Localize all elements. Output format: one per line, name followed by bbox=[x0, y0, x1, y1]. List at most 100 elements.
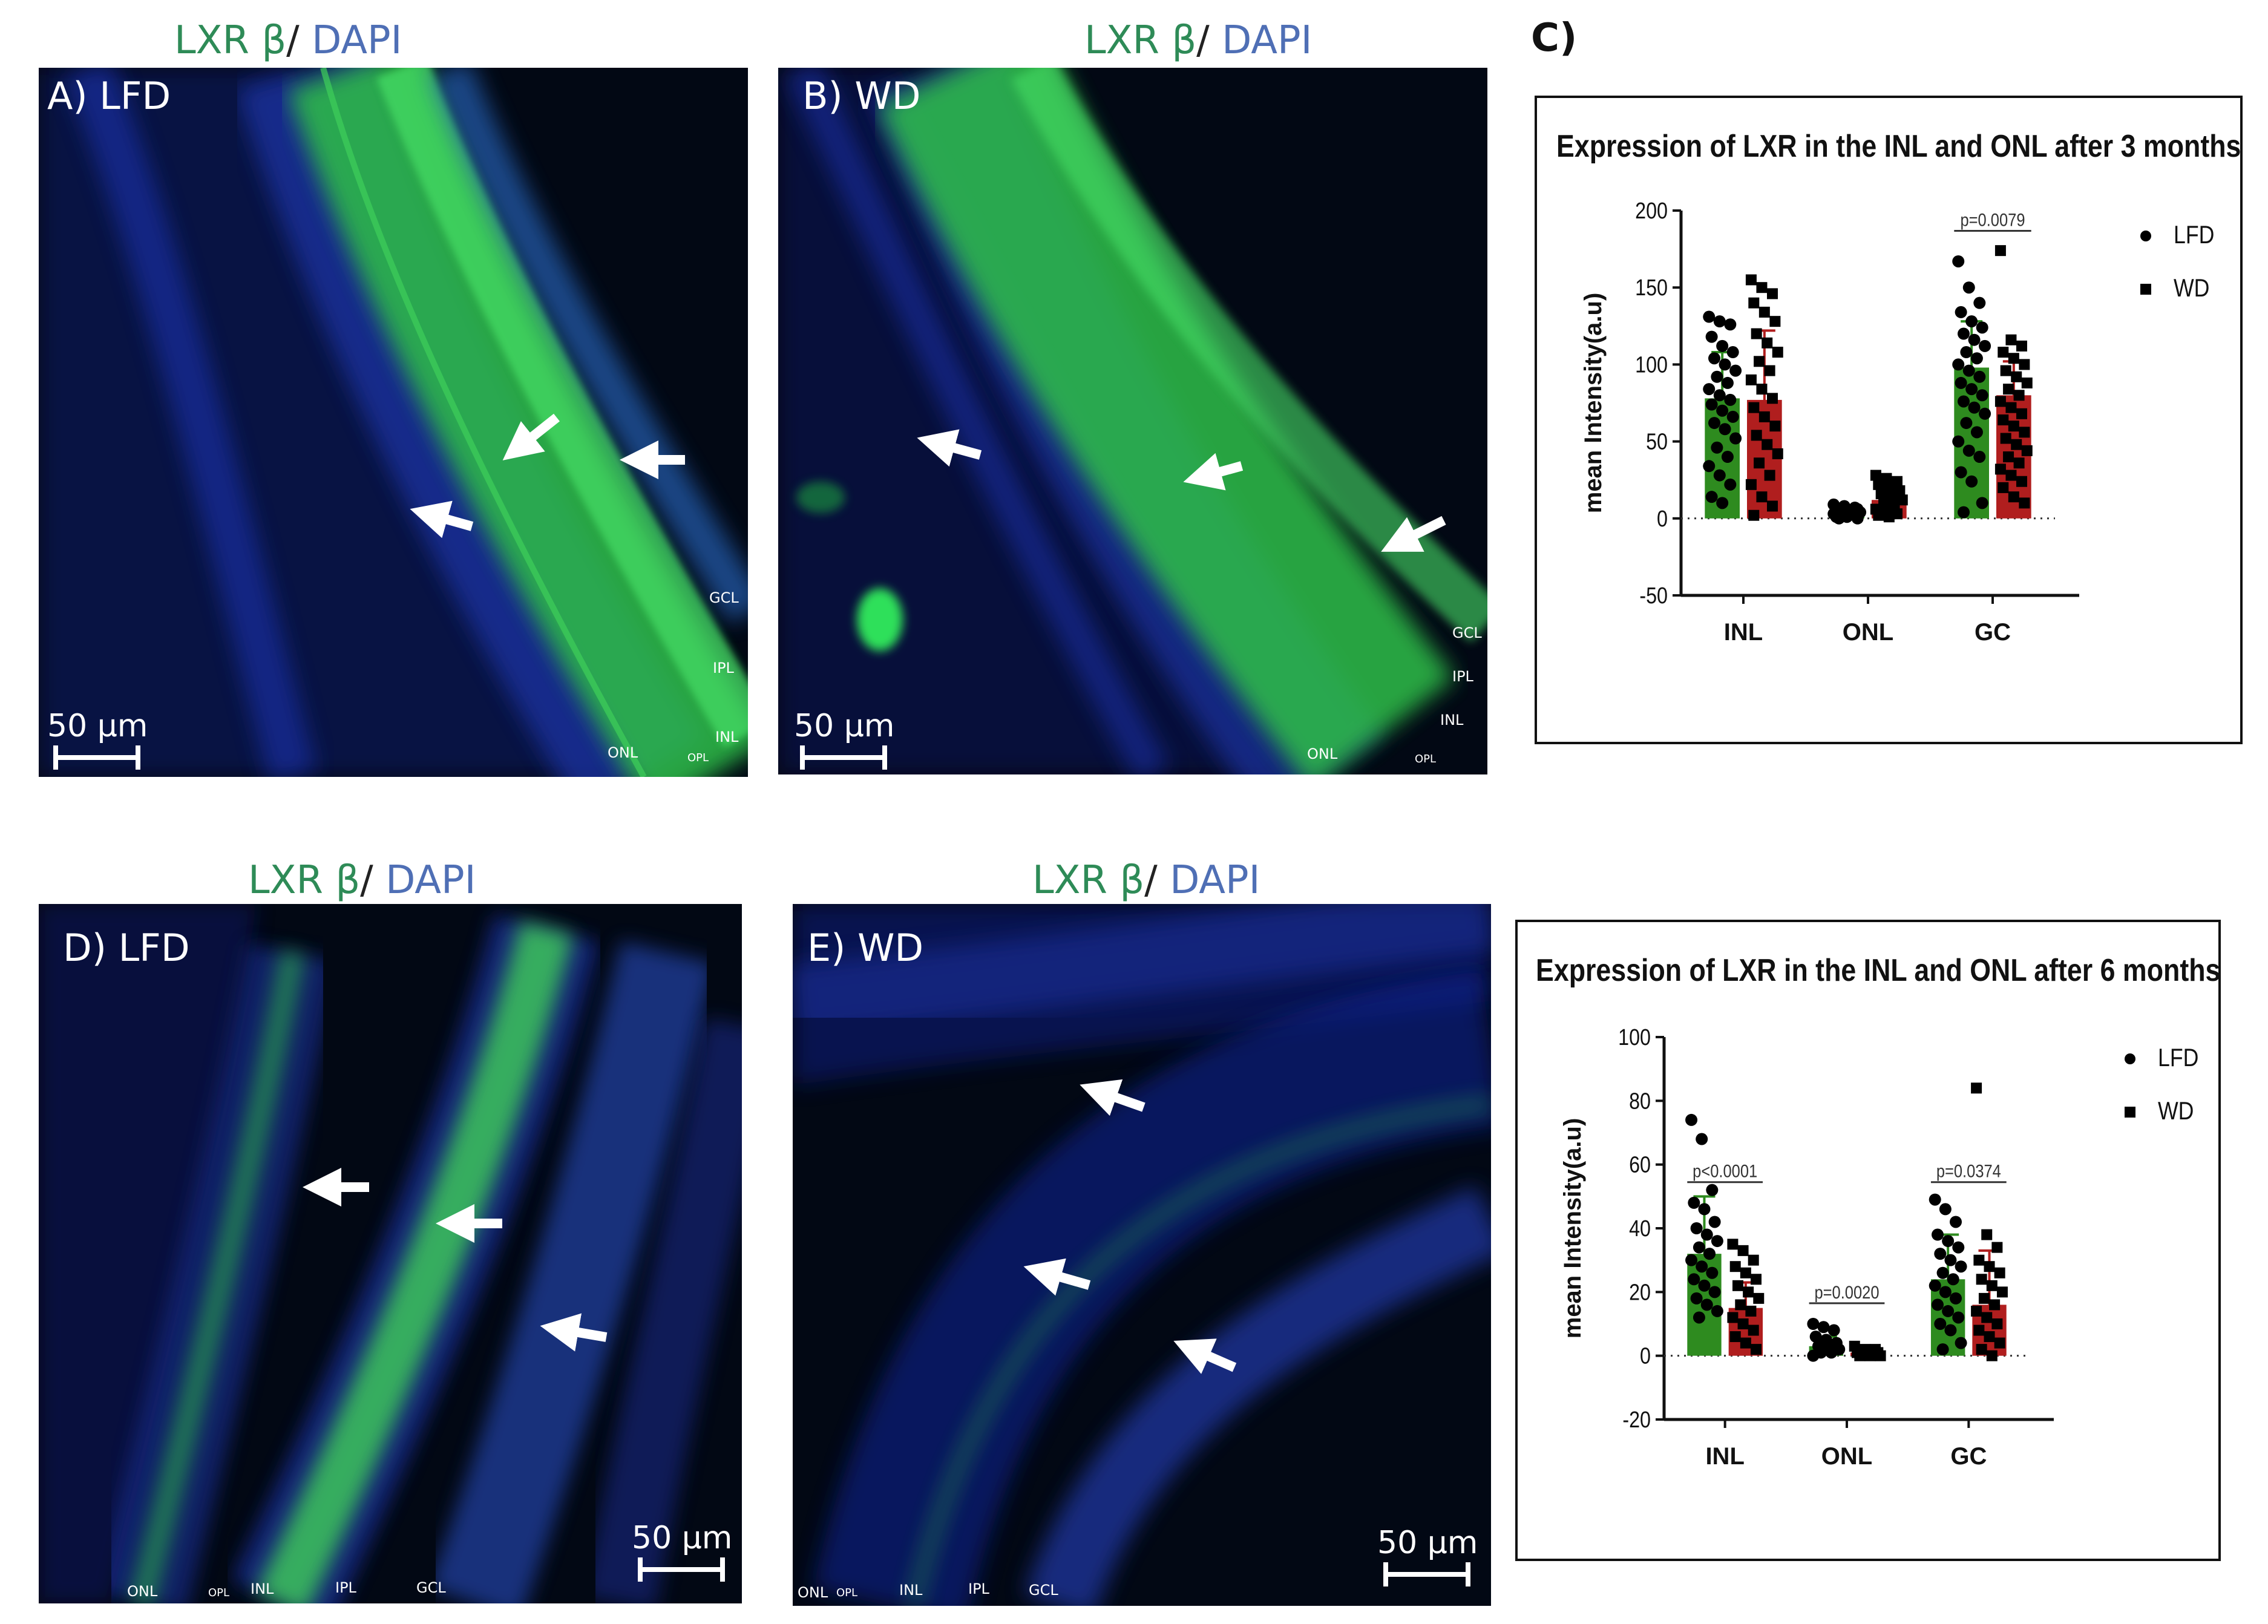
y-tick-label: 200 bbox=[1635, 198, 1668, 224]
layer-label: GCL bbox=[1029, 1582, 1058, 1599]
y-tick-label: 20 bbox=[1629, 1280, 1651, 1305]
data-point bbox=[1947, 1273, 1959, 1286]
data-point bbox=[2008, 491, 2019, 503]
data-point bbox=[1976, 497, 1988, 509]
data-point bbox=[1748, 1254, 1759, 1266]
legend-marker bbox=[2125, 1107, 2135, 1118]
data-point bbox=[1970, 352, 1983, 365]
y-tick-label: 150 bbox=[1635, 275, 1668, 301]
data-point bbox=[1703, 383, 1716, 396]
y-tick-label: -20 bbox=[1622, 1407, 1651, 1433]
data-point bbox=[2021, 377, 2033, 388]
data-point bbox=[1713, 469, 1726, 482]
data-point bbox=[1756, 282, 1768, 293]
layer-label: INL bbox=[899, 1582, 923, 1599]
layer-label: IPL bbox=[335, 1579, 356, 1596]
micrograph-a: A) LFD 50 μm GCL IPL INL ONL OPL bbox=[39, 68, 748, 777]
data-point bbox=[1769, 316, 1781, 327]
panel-letter-c: C) bbox=[1531, 16, 1578, 61]
data-point bbox=[1748, 402, 1760, 413]
data-point bbox=[1705, 330, 1718, 343]
data-point bbox=[1965, 315, 1978, 328]
data-point bbox=[1766, 288, 1778, 300]
title-green: LXR β bbox=[1084, 18, 1197, 63]
chart-title: Expression of LXR in the INL and ONL aft… bbox=[1536, 953, 2221, 988]
scale-bar-label: 50 μm bbox=[794, 708, 895, 744]
data-point bbox=[1994, 1337, 2005, 1349]
data-point bbox=[1732, 1280, 1744, 1291]
y-tick-label: 50 bbox=[1646, 429, 1668, 454]
data-point bbox=[1979, 407, 1991, 420]
data-point bbox=[1737, 1318, 1749, 1329]
data-point bbox=[1748, 1324, 1759, 1336]
y-tick-label: 100 bbox=[1635, 352, 1668, 378]
layer-label: OPL bbox=[836, 1586, 858, 1599]
data-point bbox=[1944, 1254, 1957, 1266]
data-point bbox=[1726, 346, 1739, 359]
data-point bbox=[1703, 310, 1716, 323]
p-value-label: p=0.0020 bbox=[1814, 1282, 1879, 1302]
data-point bbox=[2021, 445, 2033, 456]
p-value-label: p=0.0079 bbox=[1960, 210, 2025, 230]
data-point bbox=[1711, 441, 1723, 454]
data-point bbox=[2005, 470, 2017, 481]
title-slash: / bbox=[1144, 858, 1158, 903]
data-point bbox=[1711, 1235, 1723, 1248]
data-point bbox=[1952, 1241, 1965, 1254]
image-title-e: LXR β/ DAPI bbox=[1032, 858, 1260, 903]
arrow-icon bbox=[1173, 1338, 1237, 1374]
data-point bbox=[2013, 390, 2025, 401]
legend-label: WD bbox=[2174, 274, 2209, 302]
x-tick-label: ONL bbox=[1821, 1443, 1872, 1470]
x-tick-label: GC bbox=[1975, 619, 2011, 646]
data-point bbox=[1719, 423, 1731, 436]
title-slash: / bbox=[286, 18, 300, 63]
data-point bbox=[2000, 365, 2011, 376]
data-point bbox=[1807, 1318, 1820, 1330]
data-point bbox=[1998, 482, 2009, 493]
data-point bbox=[1711, 1305, 1723, 1317]
data-point bbox=[1981, 1312, 1993, 1323]
data-point bbox=[1766, 500, 1778, 512]
data-point bbox=[1716, 497, 1729, 509]
layer-label: GCL bbox=[416, 1579, 446, 1596]
data-point bbox=[2003, 451, 2014, 463]
data-point bbox=[2005, 402, 2017, 413]
data-point bbox=[2013, 457, 2025, 469]
data-point bbox=[1748, 509, 1760, 521]
data-point bbox=[1703, 460, 1716, 473]
data-point bbox=[1962, 444, 1975, 457]
data-point bbox=[1706, 1266, 1719, 1279]
data-point bbox=[1719, 358, 1731, 371]
data-point bbox=[1986, 1280, 1998, 1291]
arrow-icon bbox=[1381, 516, 1446, 552]
y-axis-label: mean Intensity(a.u) bbox=[1580, 293, 1607, 514]
chart-f: -20 0 20 40 60 80 100 mean Intensity(a.u) INL ONL… bbox=[1559, 1025, 2198, 1470]
micrograph-e: E) WD 50 μm ONL OPL INL IPL GCL bbox=[793, 904, 1491, 1606]
data-point bbox=[1965, 383, 1978, 396]
data-point bbox=[1971, 1305, 1982, 1317]
data-point bbox=[1756, 491, 1768, 503]
layer-label: ONL bbox=[608, 744, 638, 761]
panel-label: E) WD bbox=[807, 926, 924, 970]
title-green: LXR β bbox=[174, 18, 287, 63]
legend-marker bbox=[2125, 1053, 2135, 1064]
data-point bbox=[1735, 1299, 1746, 1311]
data-point bbox=[1769, 421, 1781, 432]
chart-f-frame: Expression of LXR in the INL and ONL aft… bbox=[1515, 920, 2221, 1561]
layer-label: INL bbox=[715, 729, 739, 745]
data-point bbox=[1685, 1254, 1698, 1266]
layer-label: OPL bbox=[687, 751, 709, 764]
data-point bbox=[1976, 321, 1988, 334]
arrow-icon bbox=[540, 1313, 608, 1352]
data-point bbox=[1754, 457, 1765, 469]
legend-label: WD bbox=[2158, 1097, 2194, 1125]
arrow-icon bbox=[502, 413, 560, 460]
data-point bbox=[1698, 1279, 1711, 1292]
data-point bbox=[1949, 1216, 1962, 1228]
legend-label: LFD bbox=[2158, 1044, 2198, 1072]
layer-label: INL bbox=[251, 1580, 274, 1597]
data-point bbox=[1772, 448, 1783, 459]
data-point bbox=[1807, 1349, 1820, 1362]
data-point bbox=[1705, 491, 1718, 503]
